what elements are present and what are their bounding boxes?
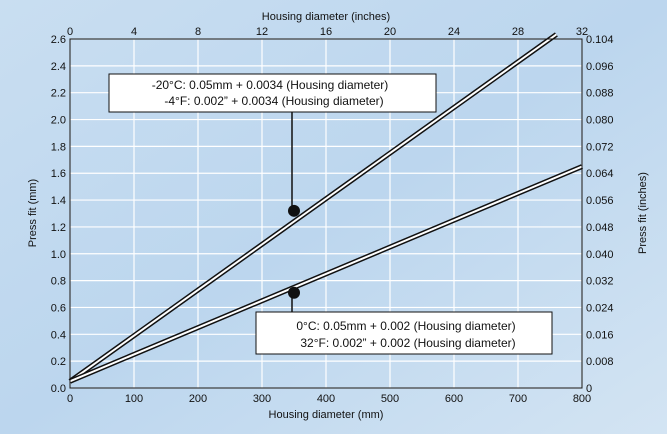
top-tick-label: 24: [448, 26, 460, 38]
y-tick-label: 2.0: [51, 115, 66, 127]
x-tick-label: 600: [445, 393, 463, 405]
plot-frame: [69, 38, 583, 389]
right-tick-label: 0.096: [586, 61, 614, 73]
series-line-core-2: [69, 165, 583, 383]
annotation-1-line-2: -4°F: 0.002” + 0.0034 (Housing diameter): [164, 94, 383, 108]
annotation-marker-1: [288, 204, 300, 217]
right-tick-label: 0.056: [586, 195, 614, 207]
right-tick-label: 0.104: [586, 34, 614, 46]
y-tick-label: 2.4: [51, 61, 66, 73]
y-tick-label: 0.6: [51, 302, 66, 314]
bottom-axis-title: Housing diameter (mm): [269, 409, 384, 421]
x-tick-label: 100: [125, 393, 143, 405]
x-tick-label: 400: [317, 393, 335, 405]
right-tick-label: 0.040: [586, 249, 614, 261]
x-tick-label: 500: [381, 393, 399, 405]
y-tick-label: 0.8: [51, 276, 66, 288]
right-tick-label: 0.080: [586, 115, 614, 127]
right-tick-label: 0.088: [586, 88, 614, 100]
left-axis-title: Press fit (mm): [27, 179, 39, 247]
right-tick-label: 0.064: [586, 168, 614, 180]
right-tick-label: 0.072: [586, 141, 614, 153]
right-axis-title: Press fit (inches): [637, 172, 649, 254]
top-tick-label: 28: [512, 26, 524, 38]
right-tick-label: 0.016: [586, 329, 614, 341]
x-tick-label: 300: [253, 393, 271, 405]
top-tick-label: 32: [576, 26, 588, 38]
series-line-core-1: [69, 33, 557, 383]
top-tick-label: 0: [67, 26, 73, 38]
y-tick-label: 2.2: [51, 88, 66, 100]
y-tick-label: 1.0: [51, 249, 66, 261]
markers-group: [288, 204, 300, 299]
y-tick-label: 0.2: [51, 356, 66, 368]
y-tick-label: 2.6: [51, 34, 66, 46]
top-tick-label: 16: [320, 26, 332, 38]
top-tick-label: 20: [384, 26, 396, 38]
right-tick-label: 0.048: [586, 222, 614, 234]
x-tick-label: 800: [573, 393, 591, 405]
top-tick-label: 12: [256, 26, 268, 38]
right-tick-label: 0.008: [586, 356, 614, 368]
top-axis-title: Housing diameter (inches): [262, 11, 390, 23]
annotation-2-line-2: 32°F: 0.002” + 0.002 (Housing diameter): [300, 336, 515, 350]
annotation-1-line-1: -20°C: 0.05mm + 0.0034 (Housing diameter…: [152, 78, 389, 92]
y-tick-label: 0.4: [51, 329, 66, 341]
y-tick-label: 1.4: [51, 195, 66, 207]
top-tick-label: 4: [131, 26, 137, 38]
top-tick-label: 8: [195, 26, 201, 38]
annotation-2-line-1: 0°C: 0.05mm + 0.002 (Housing diameter): [296, 319, 515, 333]
right-tick-label: 0: [586, 383, 592, 395]
annotation-1-box: [108, 73, 437, 113]
y-tick-label: 1.2: [51, 222, 66, 234]
annotation-marker-2: [288, 286, 300, 299]
right-tick-label: 0.024: [586, 302, 614, 314]
x-tick-label: 200: [189, 393, 207, 405]
x-tick-label: 700: [509, 393, 527, 405]
y-tick-label: 1.8: [51, 141, 66, 153]
annotation-2-box: [255, 311, 553, 355]
x-tick-label: 0: [67, 393, 73, 405]
right-tick-label: 0.032: [586, 276, 614, 288]
y-tick-label: 0.0: [51, 383, 66, 395]
y-tick-label: 1.6: [51, 168, 66, 180]
series-group: [68, 32, 583, 384]
